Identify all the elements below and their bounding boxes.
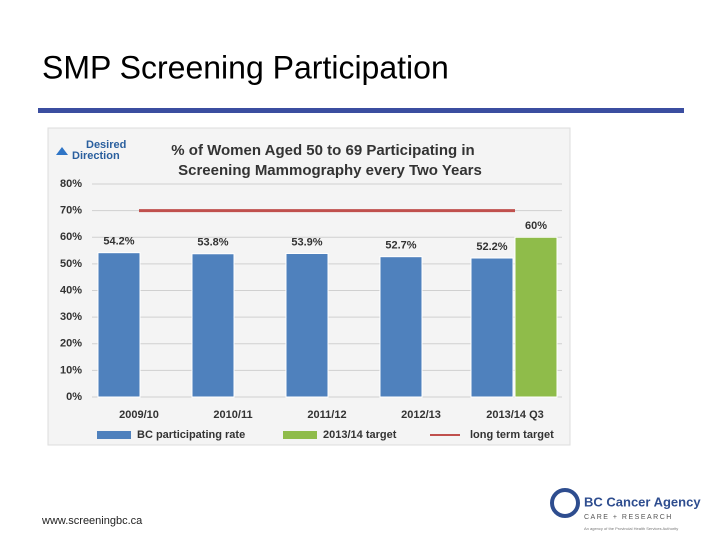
logo-mark: [550, 488, 580, 518]
y-tick-label: 60%: [60, 231, 82, 243]
legend-label: BC participating rate: [137, 429, 245, 441]
x-tick-label: 2012/13: [401, 409, 441, 421]
footer-url: www.screeningbc.ca: [41, 515, 143, 527]
title-rule: [38, 108, 684, 113]
y-tick-label: 40%: [60, 284, 82, 296]
y-tick-label: 30%: [60, 311, 82, 323]
chart-title: Screening Mammography every Two Years: [178, 162, 482, 179]
bar: [470, 257, 514, 398]
direction-label: Desired: [86, 139, 126, 151]
data-label: 53.9%: [291, 236, 322, 248]
legend-swatch: [283, 431, 317, 439]
logo-note: An agency of the Provincial Health Servi…: [584, 526, 678, 531]
logo: BC Cancer Agency CARE + RESEARCH An agen…: [550, 488, 701, 531]
y-tick-label: 80%: [60, 178, 82, 190]
bar: [191, 253, 235, 398]
chart-title: % of Women Aged 50 to 69 Participating i…: [171, 142, 474, 159]
y-tick-label: 50%: [60, 258, 82, 270]
bar: [285, 252, 329, 398]
data-label: 53.8%: [197, 237, 228, 249]
data-label: 54.2%: [103, 236, 134, 248]
x-tick-label: 2010/11: [213, 409, 252, 421]
y-tick-label: 20%: [60, 338, 82, 350]
direction-label: Direction: [72, 150, 120, 162]
slide-title: SMP Screening Participation: [42, 49, 449, 85]
data-label: 52.7%: [385, 240, 416, 252]
legend-label: 2013/14 target: [323, 429, 397, 441]
x-tick-label: 2013/14 Q3: [486, 409, 544, 421]
y-tick-label: 70%: [60, 205, 82, 217]
y-tick-label: 10%: [60, 364, 82, 376]
x-tick-label: 2009/10: [119, 409, 159, 421]
logo-name: BC Cancer Agency: [584, 494, 701, 509]
y-tick-label: 0%: [66, 391, 82, 403]
bar: [514, 236, 558, 398]
data-label: 52.2%: [476, 241, 507, 253]
bar: [97, 252, 141, 398]
legend-swatch: [97, 431, 131, 439]
x-tick-label: 2011/12: [307, 409, 346, 421]
bar: [379, 256, 423, 398]
logo-tagline: CARE + RESEARCH: [584, 514, 673, 521]
direction-arrow: [56, 147, 68, 155]
legend-label: long term target: [470, 429, 554, 441]
data-label: 60%: [525, 220, 547, 232]
